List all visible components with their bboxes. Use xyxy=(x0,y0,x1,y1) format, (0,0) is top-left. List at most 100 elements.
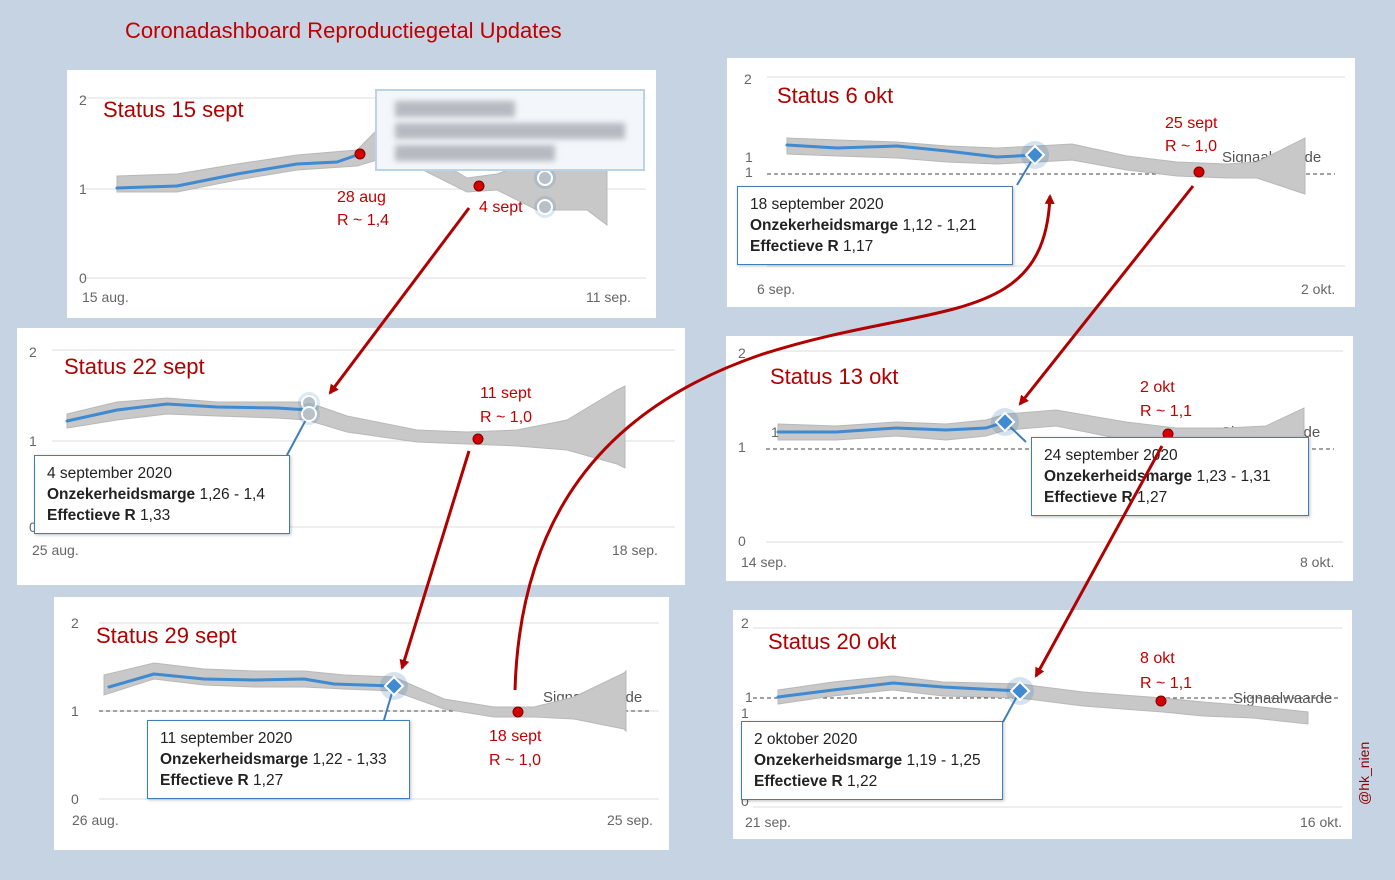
data-tooltip: 2 oktober 2020 Onzekerheidsmarge 1,19 - … xyxy=(741,721,1003,800)
y-tick-label: 1 xyxy=(745,149,753,165)
annotation-label: R ~ 1,1 xyxy=(1140,403,1192,420)
page-title: Coronadashboard Reproductiegetal Updates xyxy=(125,18,562,43)
annotation-point xyxy=(354,148,366,160)
y-tick-label: 1 xyxy=(745,164,753,180)
uncertainty-band xyxy=(786,137,1306,195)
x-tick-label: 26 aug. xyxy=(72,812,119,828)
annotation-point xyxy=(1155,695,1167,707)
tooltip-date: 18 september 2020 xyxy=(750,196,884,213)
annotation-label: R ~ 1,0 xyxy=(489,752,541,769)
annotation-point xyxy=(472,433,484,445)
hover-point-marker xyxy=(301,406,317,422)
author-signature: @hk_nien xyxy=(1356,741,1372,805)
tooltip-r-value: 1,22 xyxy=(847,773,878,790)
tooltip-r-value: 1,27 xyxy=(1137,489,1168,506)
tooltip-margin-value: 1,23 - 1,31 xyxy=(1196,468,1271,485)
annotation-label: 11 sept xyxy=(480,385,532,402)
x-tick-label: 25 sep. xyxy=(607,812,653,828)
tooltip-margin-value: 1,19 - 1,25 xyxy=(906,752,981,769)
y-tick-label: 1 xyxy=(71,703,79,719)
y-tick-label: 0 xyxy=(79,270,87,286)
tooltip-date: 11 september 2020 xyxy=(160,730,293,747)
y-tick-label: 1 xyxy=(745,689,753,705)
x-tick-label: 15 aug. xyxy=(82,289,129,305)
annotation-label: R ~ 1,0 xyxy=(1165,138,1217,155)
uncertainty-band xyxy=(777,675,1309,725)
x-tick-label: 16 okt. xyxy=(1300,814,1342,830)
chart-title: Status 6 okt xyxy=(777,83,894,108)
tooltip-margin-value: 1,22 - 1,33 xyxy=(312,751,387,768)
signal-label: Signaalwaarde xyxy=(1233,690,1332,707)
annotation-label: R ~ 1,4 xyxy=(337,212,389,229)
chart-panel-status-22-sept: 2 1 0 25 aug. 18 sep. 11 sept R ~ 1,0 Status 2… xyxy=(17,328,685,585)
r-series-line xyxy=(115,152,362,190)
annotation-label: 8 okt xyxy=(1140,650,1175,667)
x-tick-label: 18 sep. xyxy=(612,542,658,558)
x-tick-label: 8 okt. xyxy=(1300,554,1334,570)
y-tick-label: 1 xyxy=(79,181,87,197)
chart-title: Status 13 okt xyxy=(770,364,899,389)
tooltip-r-value: 1,17 xyxy=(843,238,874,255)
tooltip-margin-label: Onzekerheidsmarge xyxy=(47,486,196,503)
tooltip-margin-value: 1,26 - 1,4 xyxy=(199,486,266,503)
r-series-line xyxy=(785,143,1037,159)
data-tooltip: 24 september 2020 Onzekerheidsmarge 1,23… xyxy=(1031,437,1309,516)
x-tick-label: 6 sep. xyxy=(757,281,795,297)
annotation-label: R ~ 1,1 xyxy=(1140,675,1192,692)
x-tick-label: 25 aug. xyxy=(32,542,79,558)
tooltip-r-label: Effectieve R xyxy=(47,507,136,524)
y-tick-label: 2 xyxy=(79,92,87,108)
annotation-point xyxy=(1193,166,1205,178)
tooltip-margin-value: 1,12 - 1,21 xyxy=(902,217,977,234)
tooltip-r-label: Effectieve R xyxy=(750,238,839,255)
tooltip-r-label: Effectieve R xyxy=(1044,489,1133,506)
tooltip-margin-label: Onzekerheidsmarge xyxy=(1044,468,1193,485)
y-tick-label: 0 xyxy=(29,519,37,535)
blurred-tooltip xyxy=(375,89,645,171)
data-tooltip: 18 september 2020 Onzekerheidsmarge 1,12… xyxy=(737,186,1013,265)
r-series-line xyxy=(107,672,396,689)
x-tick-label: 21 sep. xyxy=(745,814,791,830)
tooltip-r-value: 1,33 xyxy=(140,507,171,524)
y-tick-label: 0 xyxy=(738,533,746,549)
annotation-point xyxy=(512,706,524,718)
data-tooltip: 4 september 2020 Onzekerheidsmarge 1,26 … xyxy=(34,455,290,534)
tooltip-margin-label: Onzekerheidsmarge xyxy=(160,751,309,768)
y-tick-label: 1 xyxy=(771,424,779,440)
y-tick-label: 2 xyxy=(71,615,79,631)
data-tooltip: 11 september 2020 Onzekerheidsmarge 1,22… xyxy=(147,720,410,799)
tooltip-margin-label: Onzekerheidsmarge xyxy=(754,752,903,769)
chart-panel-status-20-okt: Signaalwaarde 2 1 1 0 21 sep. 16 okt. 8 okt R ~ … xyxy=(733,610,1352,839)
y-tick-label: 2 xyxy=(741,615,749,631)
x-tick-label: 2 okt. xyxy=(1301,281,1335,297)
tooltip-date: 2 oktober 2020 xyxy=(754,731,858,748)
selected-point-diamond xyxy=(1024,144,1046,166)
tooltip-r-label: Effectieve R xyxy=(754,773,843,790)
r-series-line xyxy=(65,402,311,423)
annotation-label: 4 sept xyxy=(479,199,523,216)
hover-point-marker xyxy=(537,199,553,215)
x-tick-label: 14 sep. xyxy=(741,554,787,570)
y-tick-label: 2 xyxy=(744,71,752,87)
y-tick-label: 1 xyxy=(738,439,746,455)
annotation-label: 2 okt xyxy=(1140,379,1175,396)
annotation-label: 25 sept xyxy=(1165,115,1218,132)
y-tick-label: 2 xyxy=(29,344,37,360)
chart-panel-status-15-sept: 2 1 0 15 aug. 11 sep. 28 aug R ~ 1,4 4 sept Sta… xyxy=(67,70,656,318)
annotation-label: 18 sept xyxy=(489,728,542,745)
tooltip-margin-label: Onzekerheidsmarge xyxy=(750,217,899,234)
tooltip-r-value: 1,27 xyxy=(253,772,284,789)
chart-title: Status 29 sept xyxy=(96,623,237,648)
tooltip-date: 24 september 2020 xyxy=(1044,447,1178,464)
y-tick-label: 2 xyxy=(738,345,746,361)
y-tick-label: 1 xyxy=(29,433,37,449)
y-tick-label: 0 xyxy=(71,791,79,807)
hover-point-marker xyxy=(537,170,553,186)
annotation-label: 28 aug xyxy=(337,189,386,206)
tooltip-r-label: Effectieve R xyxy=(160,772,249,789)
chart-title: Status 22 sept xyxy=(64,354,205,379)
